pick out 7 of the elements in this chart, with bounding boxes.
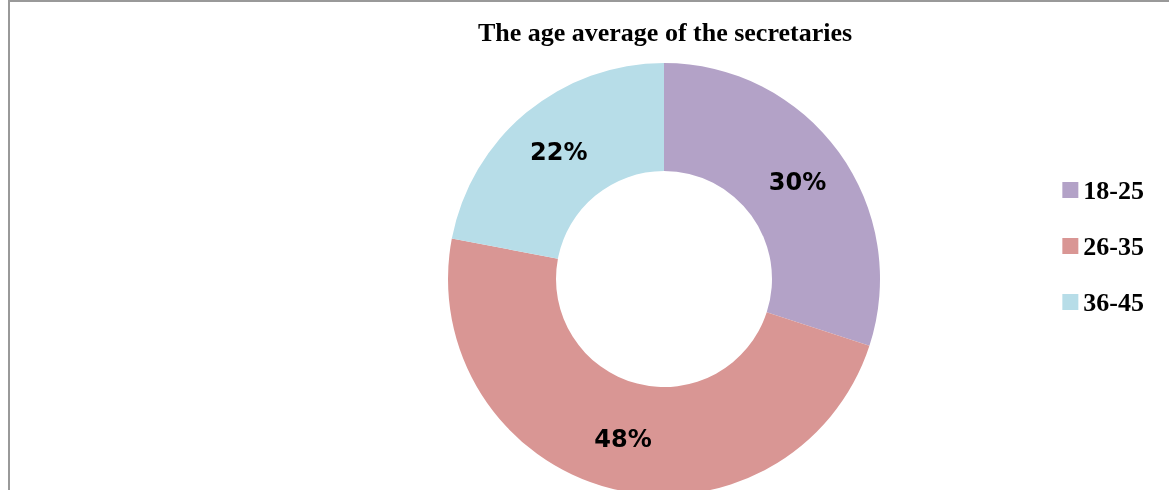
legend-label: 18-25	[1083, 175, 1145, 205]
legend-label: 36-45	[1083, 287, 1145, 317]
data-label: 22%	[530, 137, 588, 166]
data-label: 30%	[768, 168, 827, 197]
legend-label: 26-35	[1083, 231, 1145, 261]
chart-title: The age average of the secretaries	[477, 17, 853, 47]
data-label: 48%	[594, 424, 652, 453]
